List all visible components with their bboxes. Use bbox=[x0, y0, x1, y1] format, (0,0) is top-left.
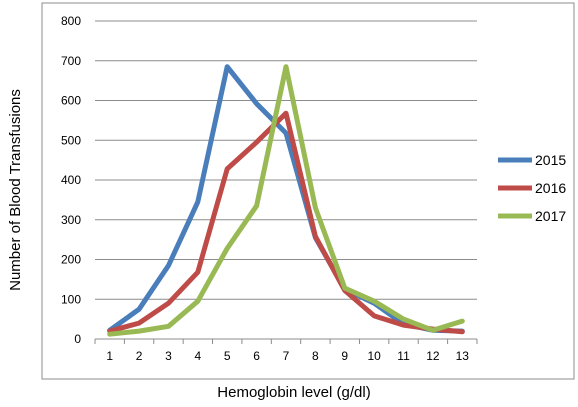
series-lines bbox=[107, 64, 465, 337]
y-tick-label: 0 bbox=[74, 332, 81, 346]
y-tick-label: 200 bbox=[61, 253, 81, 267]
x-axis-title: Hemoglobin level (g/dl) bbox=[217, 384, 370, 401]
y-tick-label: 300 bbox=[61, 213, 81, 227]
y-tick-label: 100 bbox=[61, 292, 81, 306]
x-tick-label: 11 bbox=[397, 349, 410, 363]
legend-label-2015: 2015 bbox=[535, 152, 566, 168]
x-tick-label: 12 bbox=[426, 349, 440, 363]
legend: 2015 2016 2017 bbox=[498, 152, 566, 224]
x-tick-label: 5 bbox=[224, 349, 231, 363]
y-tick-label: 800 bbox=[61, 14, 81, 28]
x-tick-label: 1 bbox=[106, 349, 113, 363]
y-axis: 0 100 200 300 400 500 600 700 800 bbox=[61, 14, 81, 346]
x-tick-label: 8 bbox=[312, 349, 319, 363]
y-tick-label: 400 bbox=[61, 173, 81, 187]
x-tick-label: 3 bbox=[165, 349, 172, 363]
x-tick-label: 4 bbox=[195, 349, 202, 363]
x-tick-label: 10 bbox=[367, 349, 381, 363]
y-tick-label: 600 bbox=[61, 94, 81, 108]
y-axis-title: Number of Blood Transfusions bbox=[7, 89, 24, 291]
x-tick-label: 9 bbox=[341, 349, 348, 363]
legend-label-2016: 2016 bbox=[535, 180, 566, 196]
series-line-2016 bbox=[107, 110, 465, 335]
y-tick-label: 700 bbox=[61, 54, 81, 68]
x-tick-label: 7 bbox=[283, 349, 290, 363]
x-axis: 1 2 3 4 5 6 7 8 9 10 11 12 13 bbox=[94, 339, 478, 363]
x-tick-label: 6 bbox=[253, 349, 260, 363]
legend-label-2017: 2017 bbox=[535, 208, 566, 224]
x-tick-label: 13 bbox=[456, 349, 470, 363]
series-line-2017 bbox=[107, 64, 465, 337]
y-tick-label: 500 bbox=[61, 133, 81, 147]
x-tick-label: 2 bbox=[136, 349, 143, 363]
